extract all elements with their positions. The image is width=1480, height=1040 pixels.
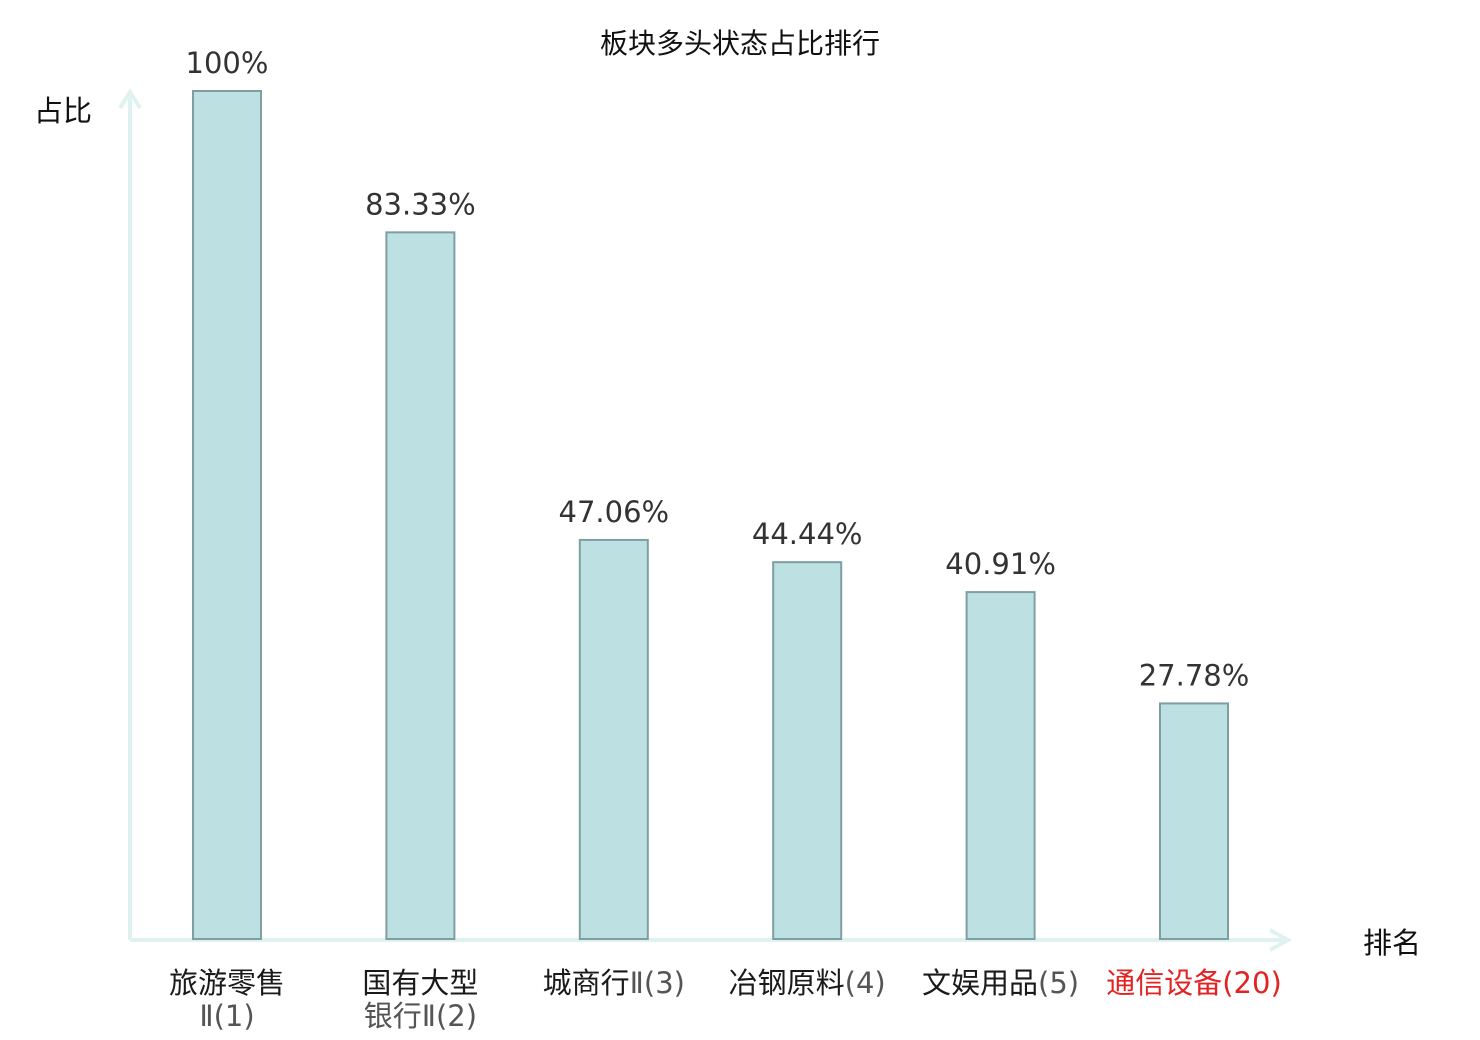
category-label-5: 文娱用品(5) — [922, 966, 1079, 1000]
value-label-6: 27.78% — [1139, 658, 1250, 692]
bar-1 — [192, 90, 262, 940]
x-axis-label: 排名 — [1363, 926, 1421, 960]
value-label-2: 83.33% — [365, 187, 476, 221]
category-label-2: 国有大型银行Ⅱ(2) — [362, 966, 478, 1033]
bars-group — [192, 90, 1229, 941]
category-rank: Ⅱ(3) — [630, 966, 685, 1000]
chart-title: 板块多头状态占比排行 — [600, 27, 880, 60]
category-label-6: 通信设备(20) — [1106, 966, 1282, 1000]
category-labels-group: 旅游零售 Ⅱ(1) 国有大型银行Ⅱ(2) 城商行Ⅱ(3) 冶钢原料(4) 文娱用品(5) 通… — [169, 966, 1282, 1033]
category-name: 冶钢原料 — [729, 966, 845, 1000]
category-label-4: 冶钢原料(4) — [729, 966, 886, 1000]
value-label-3: 47.06% — [559, 495, 670, 529]
bar-5 — [965, 591, 1036, 940]
value-label-1: 100% — [186, 46, 269, 80]
category-rank: Ⅱ(1) — [199, 999, 254, 1033]
category-name: 文娱用品 — [922, 966, 1038, 1000]
y-axis-label: 占比 — [34, 94, 92, 128]
category-name: 国有大型 — [362, 966, 478, 1000]
category-label-1: 旅游零售 Ⅱ(1) — [169, 966, 285, 1033]
bar-6 — [1159, 702, 1229, 940]
value-label-4: 44.44% — [752, 517, 863, 551]
bar-3 — [578, 538, 649, 940]
category-label-3: 城商行Ⅱ(3) — [543, 966, 685, 1000]
value-label-5: 40.91% — [945, 547, 1056, 581]
category-rank: (20) — [1222, 966, 1282, 1000]
y-axis-arrow — [118, 88, 142, 110]
category-name: 通信设备 — [1106, 966, 1222, 1000]
category-name: 旅游零售 — [169, 966, 285, 1000]
x-axis-arrow — [1269, 928, 1293, 952]
category-rank: 银行Ⅱ(2) — [364, 999, 477, 1033]
category-rank: (5) — [1038, 966, 1079, 1000]
category-rank: (4) — [845, 966, 886, 1000]
bar-4 — [772, 561, 843, 940]
value-labels-group: 100% 83.33% 47.06% 44.44% 40.91% 27.78% — [186, 46, 1250, 692]
bar-2 — [385, 231, 456, 941]
category-name: 城商行 — [543, 966, 630, 1000]
